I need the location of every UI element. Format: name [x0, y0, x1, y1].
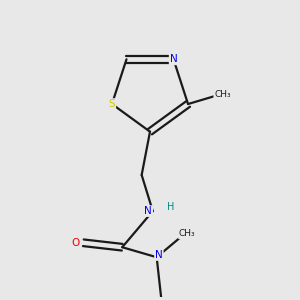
Text: H: H: [167, 202, 174, 212]
Text: S: S: [109, 99, 115, 109]
Text: N: N: [169, 54, 177, 64]
Text: O: O: [71, 238, 80, 248]
Text: N: N: [155, 250, 163, 260]
Text: CH₃: CH₃: [214, 89, 231, 98]
Text: N: N: [145, 206, 152, 216]
Text: CH₃: CH₃: [179, 230, 196, 238]
